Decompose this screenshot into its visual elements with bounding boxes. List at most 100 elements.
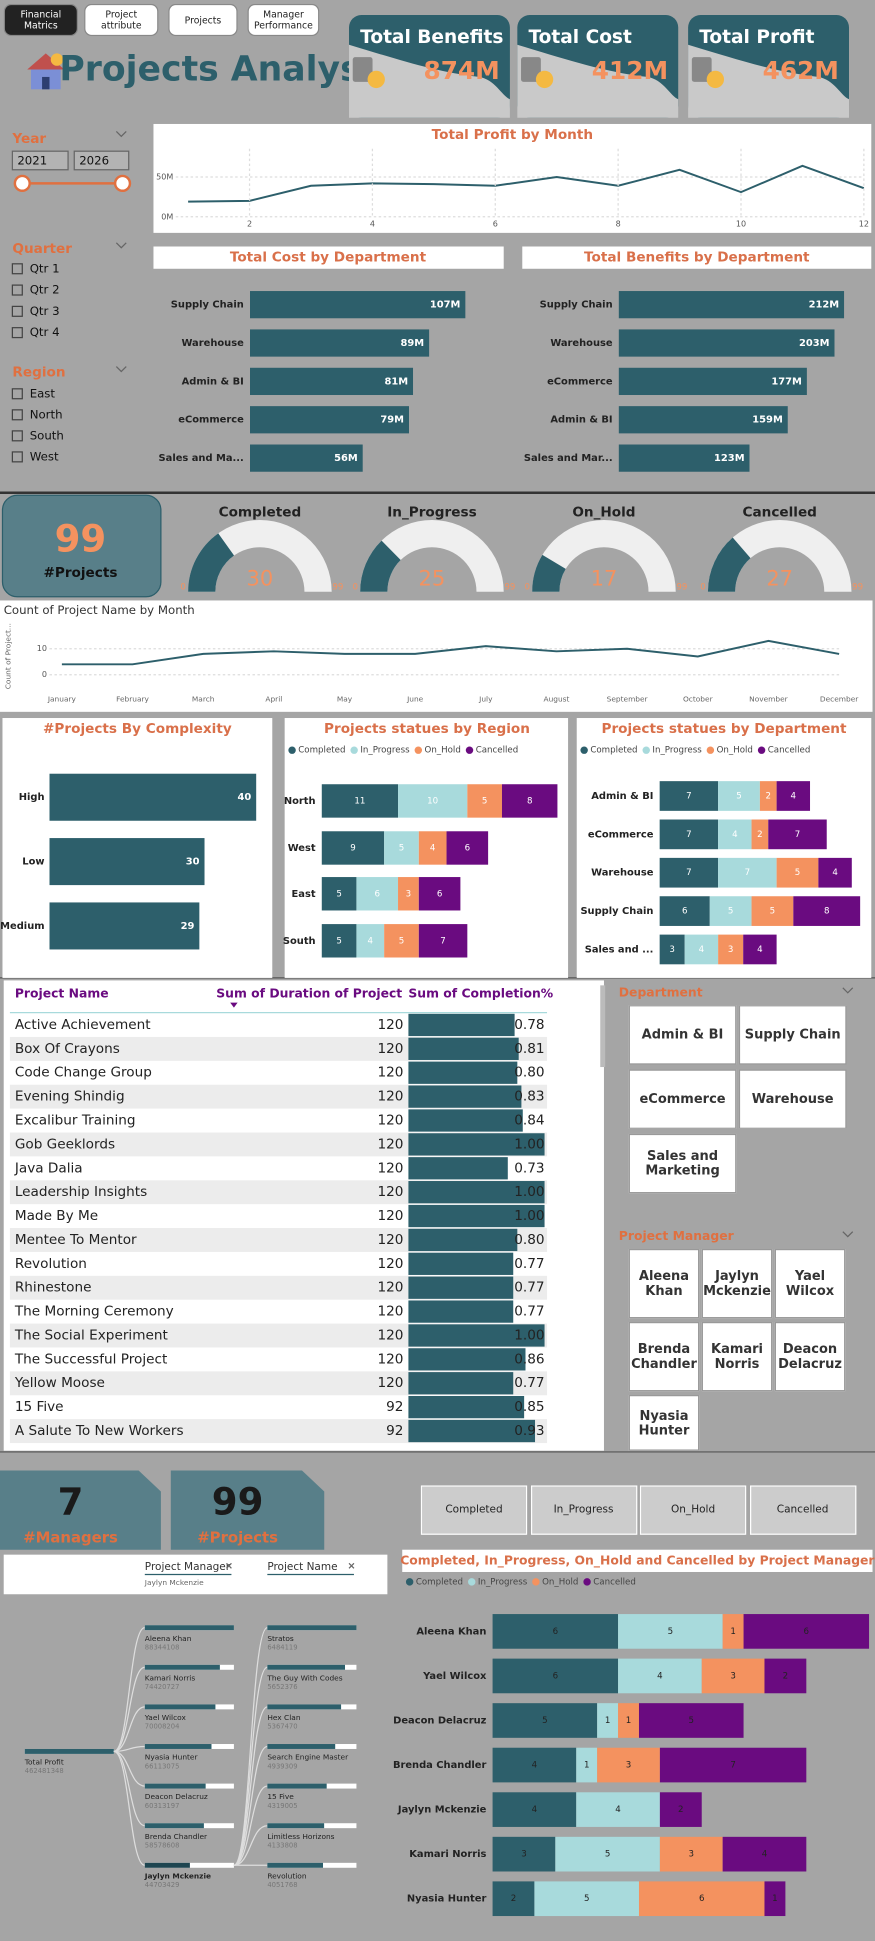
tree-label[interactable]: Search Engine Master [267,1753,349,1762]
cell[interactable]: Revolution [15,1256,87,1272]
tree-label[interactable]: Deacon Delacruz [145,1792,208,1801]
slicer-option-box[interactable]: Yael Wilcox [774,1248,846,1319]
status-button[interactable]: Completed [420,1485,528,1535]
tree-label[interactable]: Limitless Horizons [267,1832,334,1841]
slicer-option[interactable]: Yael Wilcox [774,1248,846,1319]
scrollbar[interactable] [600,985,606,1068]
tree-label[interactable]: Kamari Norris [145,1673,196,1682]
cell[interactable]: A Salute To New Workers [15,1423,184,1439]
slicer-option-box[interactable]: Supply Chain [738,1005,847,1065]
status-button-box[interactable]: In_Progress [530,1485,637,1535]
checkbox[interactable] [11,305,23,317]
tree-label[interactable]: Stratos [267,1634,294,1643]
status-button[interactable]: Cancelled [749,1485,856,1535]
slicer-option[interactable]: Brenda Chandler [628,1321,700,1392]
tree-label[interactable]: Hex Clan [267,1713,301,1722]
slicer-option[interactable]: Jaylyn Mckenzie [701,1248,773,1319]
checkbox[interactable] [11,388,23,400]
sort-indicator[interactable] [230,1002,238,1008]
slicer-option-box[interactable]: Deacon Delacruz [774,1321,846,1392]
slicer-option[interactable]: Warehouse [738,1069,847,1129]
cell[interactable]: Mentee To Mentor [15,1232,137,1248]
cell[interactable]: Java Dalia [14,1160,83,1176]
filter-option[interactable]: West [30,449,59,463]
filter-option[interactable]: East [30,386,56,400]
status-button-box[interactable]: Completed [420,1485,528,1535]
filter-option[interactable]: Qtr 1 [30,261,60,275]
checkbox[interactable] [11,430,23,442]
filter-option[interactable]: Qtr 3 [30,304,60,318]
remove-icon[interactable] [348,1562,355,1569]
slicer-option[interactable]: Supply Chain [738,1005,847,1065]
cell[interactable]: Leadership Insights [15,1184,147,1200]
checkbox[interactable] [11,284,23,296]
status-button[interactable]: On_Hold [639,1485,747,1535]
cell[interactable]: The Successful Project [14,1351,168,1367]
tab-box[interactable]: Manager Performance [247,3,320,37]
tab-box[interactable]: Projects [168,3,238,37]
tab[interactable]: Project attribute [84,3,159,37]
slider-handle[interactable] [113,174,132,193]
filter-option[interactable]: Qtr 2 [30,283,60,297]
slicer-option[interactable]: Admin & BI [628,1005,737,1065]
status-button-box[interactable]: Cancelled [749,1485,856,1535]
chevron[interactable] [842,1231,854,1238]
slicer-option[interactable]: Kamari Norris [701,1321,773,1392]
slider-handle[interactable] [13,174,31,193]
slicer-option[interactable]: Nyasia Hunter [628,1395,700,1451]
checkbox[interactable] [11,451,23,463]
cell[interactable]: Excalibur Training [15,1113,136,1129]
checkbox[interactable] [11,327,23,339]
slicer-option-box[interactable]: Kamari Norris [701,1321,773,1392]
slicer-option-box[interactable]: Admin & BI [628,1005,737,1065]
slicer-option-box[interactable]: Warehouse [738,1069,847,1129]
tree-label[interactable]: Aleena Khan [145,1634,192,1643]
filter-chip[interactable]: Project Manager [145,1561,231,1573]
slicer-option-box[interactable]: eCommerce [628,1069,737,1129]
filter-option[interactable]: Qtr 4 [30,325,60,339]
slicer-option-box[interactable]: Nyasia Hunter [628,1395,700,1451]
tree-label[interactable]: Revolution [267,1871,307,1880]
tab-box[interactable]: Project attribute [84,3,159,37]
tree-label[interactable]: Brenda Chandler [145,1832,208,1841]
slicer-option[interactable]: eCommerce [628,1069,737,1129]
cell[interactable]: Made By Me [15,1208,98,1224]
cell[interactable]: Yellow Moose [14,1375,105,1391]
cell[interactable]: 15 Five [15,1399,64,1415]
remove-icon[interactable] [226,1562,232,1569]
tree-label[interactable]: Yael Wilcox [144,1713,187,1722]
slicer-option[interactable]: Deacon Delacruz [774,1321,846,1392]
chevron[interactable] [115,242,127,249]
cell[interactable]: Rhinestone [15,1280,92,1296]
chevron[interactable] [115,130,127,138]
tab-box[interactable]: Financial Matrics [3,3,78,37]
tree-label[interactable]: 15 Five [267,1792,294,1801]
chevron[interactable] [115,366,127,373]
tab[interactable]: Manager Performance [247,3,320,37]
checkbox[interactable] [11,263,23,275]
slicer-option-box[interactable]: Aleena Khan [628,1248,700,1319]
slicer-option[interactable]: Aleena Khan [628,1248,700,1319]
slicer-option-box[interactable]: Brenda Chandler [628,1321,700,1392]
cell[interactable]: The Morning Ceremony [14,1304,174,1320]
slicer-option-box[interactable]: Jaylyn Mckenzie [701,1248,773,1319]
tree-label[interactable]: The Guy With Codes [266,1673,342,1682]
cell[interactable]: Gob Geeklords [15,1136,115,1152]
tree-label[interactable]: Nyasia Hunter [145,1753,199,1762]
tree-label[interactable]: Total Profit [24,1758,64,1767]
slicer-option-box[interactable]: Sales and Marketing [628,1133,737,1194]
tab[interactable]: Financial Matrics [3,3,78,37]
slicer-option[interactable]: Sales and Marketing [628,1133,737,1194]
input[interactable] [73,150,130,171]
cell[interactable]: Active Achievement [15,1017,151,1033]
status-button[interactable]: In_Progress [530,1485,637,1535]
filter-option[interactable]: South [30,428,64,442]
cell[interactable]: The Social Experiment [14,1327,169,1343]
status-button-box[interactable]: On_Hold [639,1485,747,1535]
filter-option[interactable]: North [30,407,63,421]
tab[interactable]: Projects [168,3,238,37]
input[interactable] [11,150,69,171]
tree-label[interactable]: Jaylyn Mckenzie [144,1871,211,1880]
cell[interactable]: Code Change Group [15,1065,152,1081]
filter-chip[interactable]: Project Name [267,1561,337,1573]
